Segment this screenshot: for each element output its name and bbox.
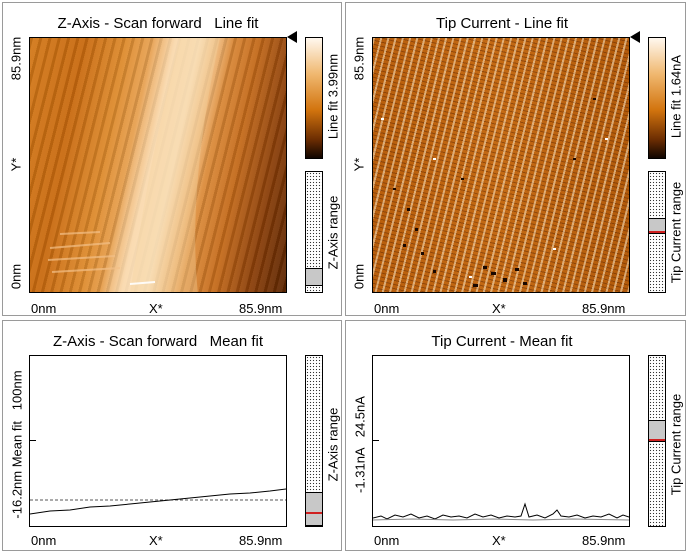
y-axis-label: -16.2nm Mean fit 100nm [9, 370, 25, 519]
x-axis-mid-label: X* [149, 533, 163, 548]
mean-fit-line [373, 502, 629, 521]
panel-tip-current-line-fit: Tip Current - Line fit 85.9nm Y* 0nm 0nm… [345, 2, 686, 316]
y-axis-bottom-label: 0nm [351, 263, 367, 290]
panel-menu-arrow-icon[interactable] [630, 31, 640, 43]
tip-current-range-bar[interactable] [648, 171, 666, 293]
x-axis-right-label: 85.9nm [239, 301, 283, 316]
range-marker [649, 439, 665, 441]
panel-z-axis-mean-fit: Z-Axis - Scan forward Mean fit -16.2nm M… [2, 320, 342, 551]
panel-title: Tip Current - Line fit [436, 15, 568, 32]
z-axis-range-bar[interactable] [305, 171, 323, 293]
panel-z-axis-line-fit: Z-Axis - Scan forward Line fit 85.9nm Y*… [2, 2, 342, 316]
x-axis-left-label: 0nm [31, 301, 57, 316]
x-axis-left-label: 0nm [31, 533, 57, 548]
y-axis-top-label: 85.9nm [351, 36, 367, 81]
range-window[interactable] [649, 420, 665, 442]
y-axis-mid-label: Y* [351, 157, 367, 172]
tip-current-noise [381, 98, 608, 287]
z-axis-range-bar[interactable] [305, 355, 323, 527]
x-axis-mid-label: X* [492, 533, 506, 548]
z-axis-mean-fit-plot[interactable] [29, 355, 287, 527]
tip-current-mean-fit-plot[interactable] [372, 355, 630, 527]
z-axis-topography-image[interactable] [29, 37, 287, 293]
x-axis-mid-label: X* [149, 301, 163, 316]
panel-tip-current-mean-fit: Tip Current - Mean fit -1.31nA 24.5nA 0n… [345, 320, 686, 551]
range-marker [306, 512, 322, 514]
tip-current-colorbar [648, 37, 666, 159]
range-window[interactable] [649, 218, 665, 234]
y-axis-mid-label: Y* [8, 157, 24, 172]
range-label: Z-Axis range [325, 195, 341, 270]
panel-menu-arrow-icon[interactable] [287, 31, 297, 43]
range-window[interactable] [306, 492, 322, 526]
x-axis-left-label: 0nm [374, 301, 400, 316]
x-axis-right-label: 85.9nm [582, 301, 626, 316]
x-axis-right-label: 85.9nm [582, 533, 626, 548]
colorbar-label: Line fit 1.64nA [668, 54, 684, 139]
panel-title: Tip Current - Mean fit [431, 333, 573, 350]
tip-current-range-bar[interactable] [648, 355, 666, 527]
y-tick [30, 440, 36, 441]
topography-detail [47, 38, 220, 292]
x-axis-mid-label: X* [492, 301, 506, 316]
x-axis-left-label: 0nm [374, 533, 400, 548]
y-tick [373, 440, 379, 441]
y-axis-label: -1.31nA 24.5nA [352, 396, 368, 493]
range-marker [649, 231, 665, 233]
range-label: Tip Current range [668, 181, 684, 284]
z-axis-colorbar [305, 37, 323, 159]
y-axis-top-label: 85.9nm [8, 36, 24, 81]
panel-title: Z-Axis - Scan forward Line fit [57, 15, 259, 32]
range-label: Tip Current range [668, 393, 684, 496]
mean-fit-line [30, 488, 286, 515]
y-axis-bottom-label: 0nm [8, 263, 24, 290]
range-window[interactable] [306, 268, 322, 286]
x-axis-right-label: 85.9nm [239, 533, 283, 548]
panel-title: Z-Axis - Scan forward Mean fit [52, 333, 264, 350]
range-label: Z-Axis range [325, 407, 341, 482]
tip-current-image[interactable] [372, 37, 630, 293]
colorbar-label: Line fit 3.99nm [325, 53, 341, 140]
